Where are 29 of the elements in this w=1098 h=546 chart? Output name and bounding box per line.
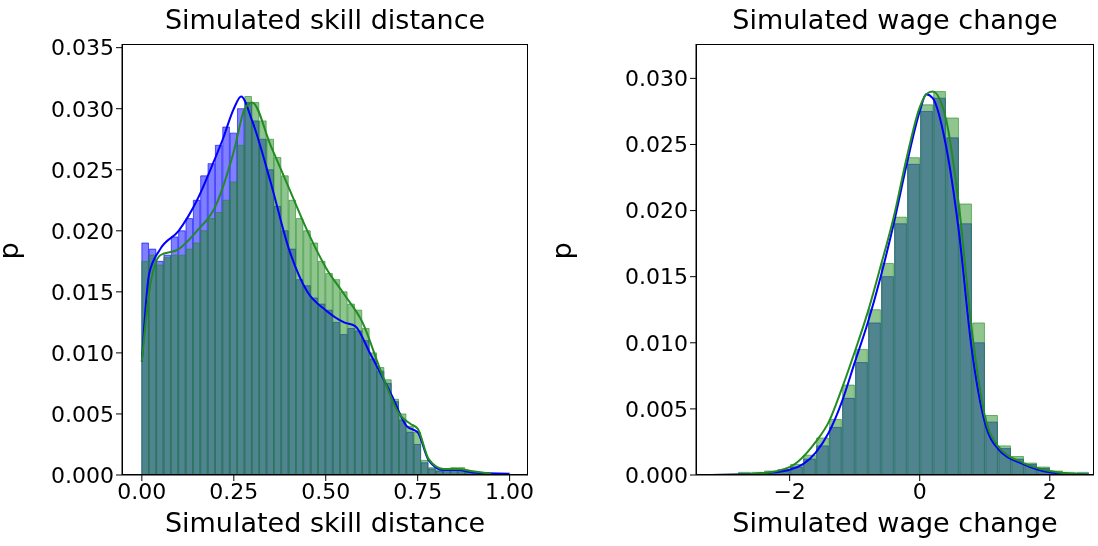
y-tick-label: 0.030 <box>625 66 688 92</box>
x-tick-label: 0 <box>912 478 927 504</box>
x-tick-label: −2 <box>773 478 806 504</box>
y-tick-label: 0.005 <box>625 396 688 422</box>
y-tick-label: 0.015 <box>625 264 688 290</box>
y-tick-label: 0.020 <box>51 218 114 244</box>
y-tick-label: 0.000 <box>625 462 688 488</box>
x-tick-label: 0.75 <box>393 478 443 504</box>
x-tick-label: 1.00 <box>485 478 535 504</box>
chart-title: Simulated skill distance <box>163 4 487 35</box>
y-tick-label: 0.010 <box>51 340 114 366</box>
y-tick-label: 0.025 <box>625 132 688 158</box>
y-tick-label: 0.025 <box>51 157 114 183</box>
x-axis-title: Simulated skill distance <box>164 507 486 538</box>
x-tick-label: 0.25 <box>209 478 259 504</box>
y-tick-label: 0.015 <box>51 279 114 305</box>
y-axis-title: p <box>545 242 577 260</box>
y-tick-label: 0.020 <box>625 198 688 224</box>
x-tick-label: 2 <box>1042 478 1057 504</box>
y-tick-label: 0.035 <box>51 35 114 61</box>
x-axis-title: Simulated wage change <box>732 507 1058 538</box>
y-tick-label: 0.000 <box>51 462 114 488</box>
y-tick-label: 0.010 <box>625 330 688 356</box>
chart-title: Simulated wage change <box>731 4 1059 35</box>
y-axis-title: p <box>0 242 24 260</box>
y-tick-label: 0.030 <box>51 96 114 122</box>
x-tick-label: 0.00 <box>117 478 167 504</box>
x-tick-label: 0.50 <box>301 478 351 504</box>
y-tick-label: 0.005 <box>51 401 114 427</box>
